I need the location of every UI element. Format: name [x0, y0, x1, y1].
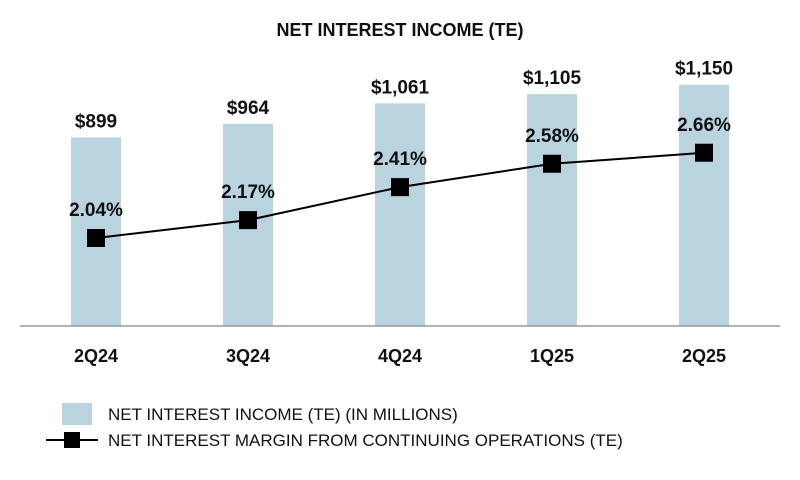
x-tick-label: 4Q24	[378, 346, 422, 366]
bar-4q24	[375, 103, 425, 327]
margin-value-label: 2.58%	[525, 126, 579, 147]
margin-value-label: 2.41%	[373, 149, 427, 170]
bar-1q25	[527, 94, 577, 327]
legend-line-label: NET INTEREST MARGIN FROM CONTINUING OPER…	[108, 431, 623, 450]
margin-series-markers	[87, 143, 713, 247]
bar-value-label: $1,150	[675, 59, 733, 80]
bar-data-labels: $899 $964 $1,061 $1,105 $1,150	[75, 59, 733, 133]
x-tick-label: 2Q24	[74, 346, 118, 366]
margin-marker-2q24	[87, 229, 105, 247]
legend: NET INTEREST INCOME (TE) (IN MILLIONS) N…	[46, 403, 623, 450]
bar-value-label: $899	[75, 111, 117, 132]
bar-value-label: $964	[227, 98, 270, 119]
x-tick-label: 3Q24	[226, 346, 270, 366]
margin-data-labels: 2.04% 2.17% 2.41% 2.58% 2.66%	[69, 115, 731, 221]
margin-value-label: 2.66%	[677, 115, 731, 136]
x-axis-tick-labels: 2Q24 3Q24 4Q24 1Q25 2Q25	[74, 346, 726, 366]
bar-2q25	[679, 84, 729, 326]
bar-series	[71, 84, 729, 327]
legend-bar-swatch	[62, 403, 92, 425]
x-tick-label: 2Q25	[682, 346, 726, 366]
margin-marker-2q25	[695, 143, 713, 162]
chart-title: NET INTEREST INCOME (TE)	[277, 20, 524, 40]
legend-marker-swatch	[64, 432, 80, 448]
x-tick-label: 1Q25	[530, 346, 574, 366]
margin-marker-1q25	[543, 154, 561, 173]
margin-value-label: 2.04%	[69, 200, 123, 221]
bar-value-label: $1,061	[371, 77, 430, 98]
margin-marker-3q24	[239, 211, 257, 230]
legend-bar-label: NET INTEREST INCOME (TE) (IN MILLIONS)	[108, 405, 458, 424]
margin-value-label: 2.17%	[221, 182, 275, 203]
margin-marker-4q24	[391, 178, 409, 197]
bar-value-label: $1,105	[523, 68, 582, 89]
